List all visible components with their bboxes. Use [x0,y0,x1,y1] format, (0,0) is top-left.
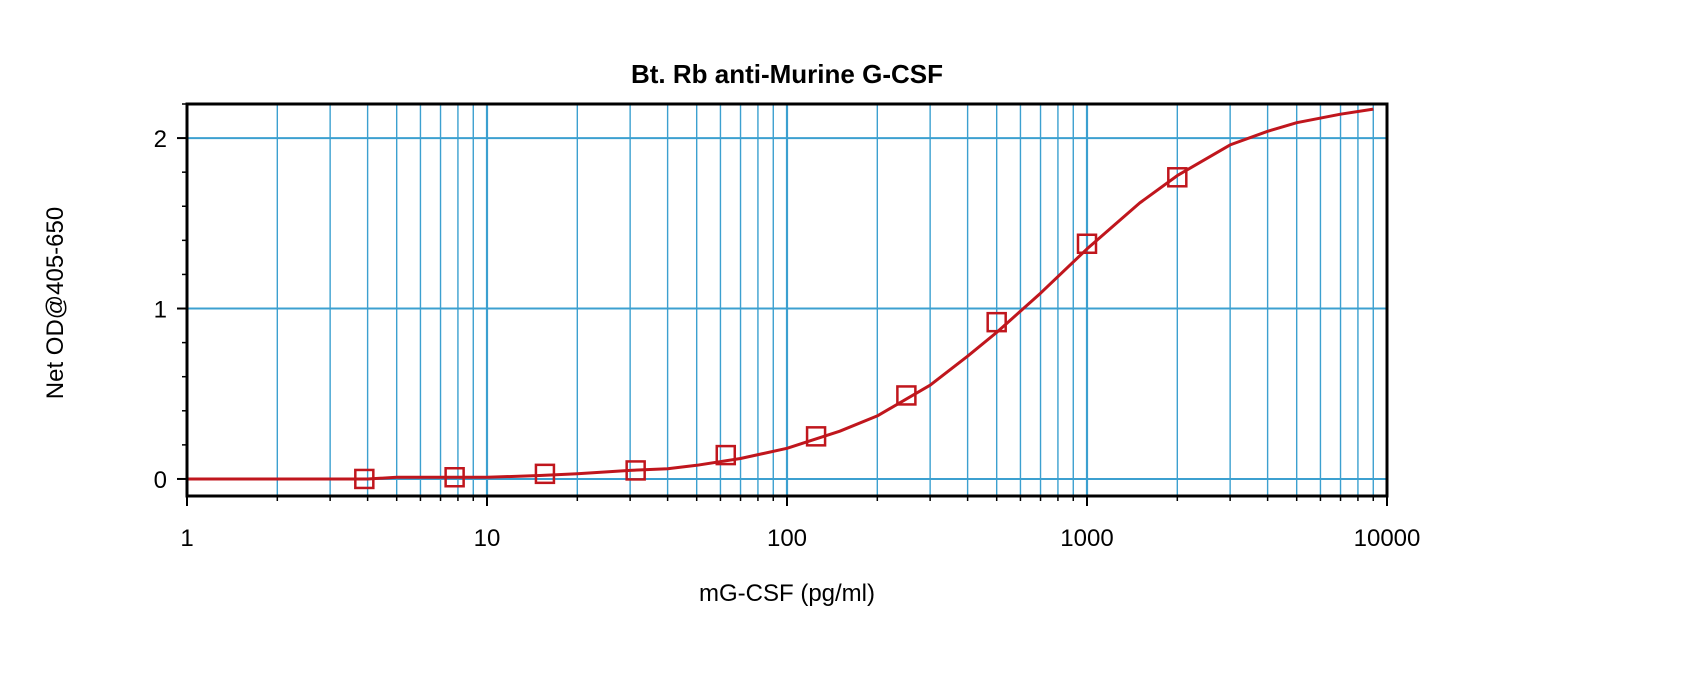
x-tick-label: 100 [767,525,807,552]
x-tick-label: 1000 [1060,525,1113,552]
fit-curve-line [187,107,1374,481]
data-point-marker [534,463,556,485]
y-tick-label: 0 [154,467,167,494]
y-axis-label: Net OD@405-650 [42,207,69,399]
data-point-marker [444,467,465,488]
x-tick-label: 10 [474,525,501,552]
data-point-marker [986,311,1007,333]
data-point-marker [354,468,375,490]
data-point-marker [896,385,917,406]
data-point-marker [1076,233,1098,255]
data-point-marker [625,460,646,481]
y-tick-label: 2 [154,126,167,153]
x-tick-label: 1 [180,525,193,552]
plot-frame [185,102,1389,498]
data-point-marker [805,426,827,447]
x-tick-label: 10000 [1354,525,1421,552]
fit-curve-layer [187,107,1374,481]
data-point-marker [715,444,737,466]
axis-ticks: 1 10 100 1000 10000 0 1 2 [154,103,1421,552]
y-tick-label: 1 [154,297,167,324]
x-axis-label: mG-CSF (pg/ml) [699,580,875,607]
chart-title: Bt. Rb anti-Murine G-CSF [631,59,943,89]
grid [187,104,1387,496]
data-markers [354,167,1188,490]
data-point-marker [1167,167,1188,188]
